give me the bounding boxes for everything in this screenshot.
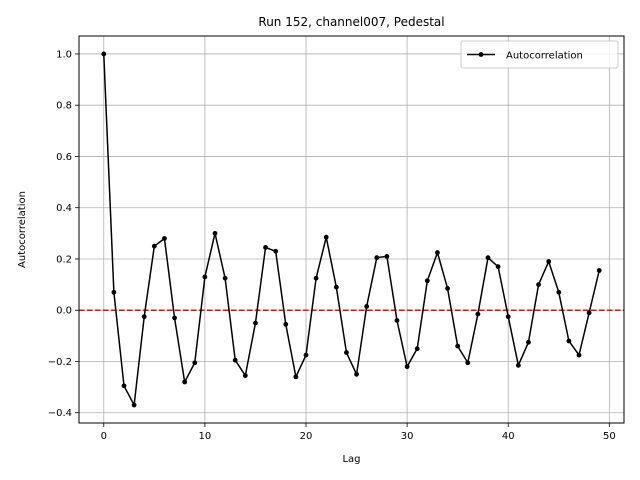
series-line-autocorrelation	[103, 53, 600, 406]
y-tick-label: 0.4	[56, 203, 72, 214]
data-point	[465, 360, 471, 366]
data-point	[384, 254, 390, 259]
data-point	[162, 236, 167, 241]
data-point	[475, 311, 481, 317]
x-tick-label: 50	[603, 431, 616, 442]
data-point	[202, 274, 208, 280]
data-point	[182, 379, 188, 385]
x-tick-label: 10	[199, 431, 212, 442]
data-point	[273, 248, 279, 254]
data-point	[111, 289, 117, 295]
data-point	[364, 303, 370, 309]
y-tick-label: 0.6	[56, 152, 72, 163]
data-point	[576, 352, 582, 358]
data-point	[212, 230, 218, 236]
data-point	[344, 350, 349, 355]
data-point	[445, 286, 450, 291]
data-point	[313, 275, 319, 281]
series-layer	[101, 51, 602, 408]
data-point	[374, 255, 380, 261]
data-point	[505, 314, 511, 320]
legend-label: Autocorrelation	[506, 51, 583, 62]
data-point	[283, 321, 289, 327]
data-point	[435, 250, 440, 255]
data-point	[323, 234, 329, 240]
data-point	[546, 259, 552, 264]
data-point	[263, 245, 268, 250]
data-point	[121, 383, 127, 389]
chart-title: Run 152, channel007, Pedestal	[258, 15, 444, 29]
data-point	[222, 275, 228, 281]
y-tick-label: −0.2	[48, 357, 72, 368]
data-point	[526, 339, 531, 345]
data-point	[414, 346, 420, 352]
data-point	[232, 357, 238, 363]
y-tick-label: 0.0	[56, 306, 72, 317]
y-tick-label: 0.8	[56, 101, 72, 112]
data-point	[404, 364, 410, 370]
data-point	[141, 314, 147, 320]
data-point	[495, 264, 501, 270]
data-point	[556, 289, 562, 295]
plot-frame	[78, 35, 625, 424]
data-point	[515, 362, 521, 368]
x-tick-label: 30	[401, 431, 414, 442]
data-point	[596, 268, 602, 273]
x-tick-label: 20	[300, 431, 313, 442]
data-point	[354, 371, 359, 377]
y-tick-label: 1.0	[56, 49, 72, 60]
data-point	[101, 51, 107, 57]
legend-box	[460, 40, 619, 69]
x-axis-label: Lag	[342, 454, 360, 465]
data-point	[394, 318, 400, 323]
y-tick-label: 0.2	[56, 254, 72, 265]
y-tick-label: −0.4	[48, 408, 72, 419]
x-tick-label: 40	[502, 431, 515, 442]
x-tick-label: 0	[101, 431, 107, 442]
legend-marker-swatch	[478, 52, 484, 57]
data-point	[333, 284, 339, 290]
data-point	[253, 320, 258, 326]
data-point	[455, 343, 461, 349]
data-point	[303, 352, 309, 358]
data-point	[485, 255, 491, 261]
data-point	[566, 338, 572, 344]
y-axis-ticks: −0.4 −0.2 0.0 0.2 0.4 0.6 0.8 1.0	[48, 49, 79, 419]
legend: Autocorrelation	[460, 40, 619, 69]
data-point	[293, 374, 299, 380]
data-point	[151, 243, 157, 249]
data-point	[424, 278, 430, 284]
y-axis-label: Autocorrelation	[17, 191, 28, 268]
data-point	[242, 373, 248, 378]
data-point	[586, 310, 592, 316]
data-point	[536, 282, 541, 288]
data-point	[172, 315, 177, 321]
data-point	[192, 360, 198, 366]
data-point	[131, 402, 137, 408]
x-axis-ticks: 0 10 20 30 40 50	[101, 423, 616, 442]
